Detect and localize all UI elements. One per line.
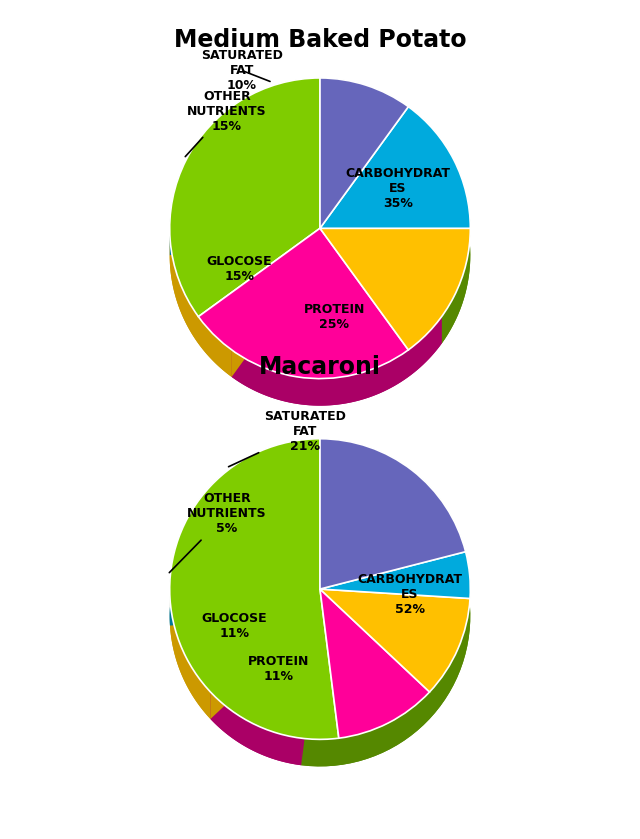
Polygon shape — [232, 107, 320, 255]
Polygon shape — [211, 616, 320, 765]
Polygon shape — [170, 616, 320, 719]
Polygon shape — [320, 105, 470, 344]
Polygon shape — [170, 598, 211, 719]
Wedge shape — [320, 552, 470, 598]
Wedge shape — [170, 78, 320, 316]
Polygon shape — [211, 589, 320, 719]
Text: Medium Baked Potato: Medium Baked Potato — [173, 29, 467, 52]
Wedge shape — [320, 228, 470, 350]
Text: the nutritional consistency of two dinners: the nutritional consistency of two dinne… — [40, 801, 600, 825]
Text: GLOCOSE
11%: GLOCOSE 11% — [202, 612, 268, 640]
Polygon shape — [170, 133, 320, 255]
Text: OTHER
NUTRIENTS
5%: OTHER NUTRIENTS 5% — [170, 492, 267, 573]
Polygon shape — [301, 589, 320, 765]
Wedge shape — [320, 589, 429, 738]
Polygon shape — [232, 78, 320, 133]
Text: Macaroni: Macaroni — [259, 356, 381, 379]
Polygon shape — [232, 316, 442, 405]
Wedge shape — [170, 439, 339, 739]
Polygon shape — [232, 255, 442, 405]
Text: CARBOHYDRAT
ES
35%: CARBOHYDRAT ES 35% — [345, 167, 450, 211]
Polygon shape — [301, 589, 320, 765]
Polygon shape — [320, 78, 470, 344]
Polygon shape — [170, 589, 320, 626]
Polygon shape — [170, 228, 232, 377]
Text: GLOCOSE
15%: GLOCOSE 15% — [207, 255, 273, 284]
Polygon shape — [232, 228, 320, 377]
Polygon shape — [211, 692, 301, 765]
Polygon shape — [170, 579, 320, 626]
Text: SATURATED
FAT
21%: SATURATED FAT 21% — [228, 409, 346, 466]
Text: OTHER
NUTRIENTS
15%: OTHER NUTRIENTS 15% — [185, 90, 267, 157]
Text: SATURATED
FAT
10%: SATURATED FAT 10% — [201, 49, 283, 92]
Polygon shape — [301, 439, 470, 766]
Polygon shape — [170, 589, 320, 626]
Polygon shape — [170, 228, 320, 255]
Polygon shape — [232, 228, 320, 377]
Polygon shape — [170, 552, 175, 626]
Polygon shape — [170, 255, 320, 377]
Polygon shape — [175, 439, 320, 579]
Polygon shape — [170, 107, 232, 255]
Polygon shape — [320, 228, 442, 344]
Polygon shape — [232, 105, 320, 255]
Polygon shape — [175, 552, 320, 616]
Wedge shape — [320, 589, 470, 692]
Polygon shape — [301, 466, 470, 766]
Polygon shape — [232, 107, 320, 255]
Polygon shape — [170, 228, 320, 255]
Text: PROTEIN
25%: PROTEIN 25% — [303, 304, 365, 331]
Wedge shape — [320, 107, 470, 228]
Wedge shape — [320, 439, 465, 589]
Wedge shape — [198, 228, 408, 378]
Text: PROTEIN
11%: PROTEIN 11% — [248, 655, 310, 684]
Polygon shape — [320, 228, 442, 344]
Polygon shape — [175, 552, 320, 616]
Wedge shape — [320, 78, 408, 228]
Polygon shape — [211, 589, 320, 719]
Text: CARBOHYDRAT
ES
52%: CARBOHYDRAT ES 52% — [358, 573, 463, 616]
Polygon shape — [175, 466, 320, 616]
